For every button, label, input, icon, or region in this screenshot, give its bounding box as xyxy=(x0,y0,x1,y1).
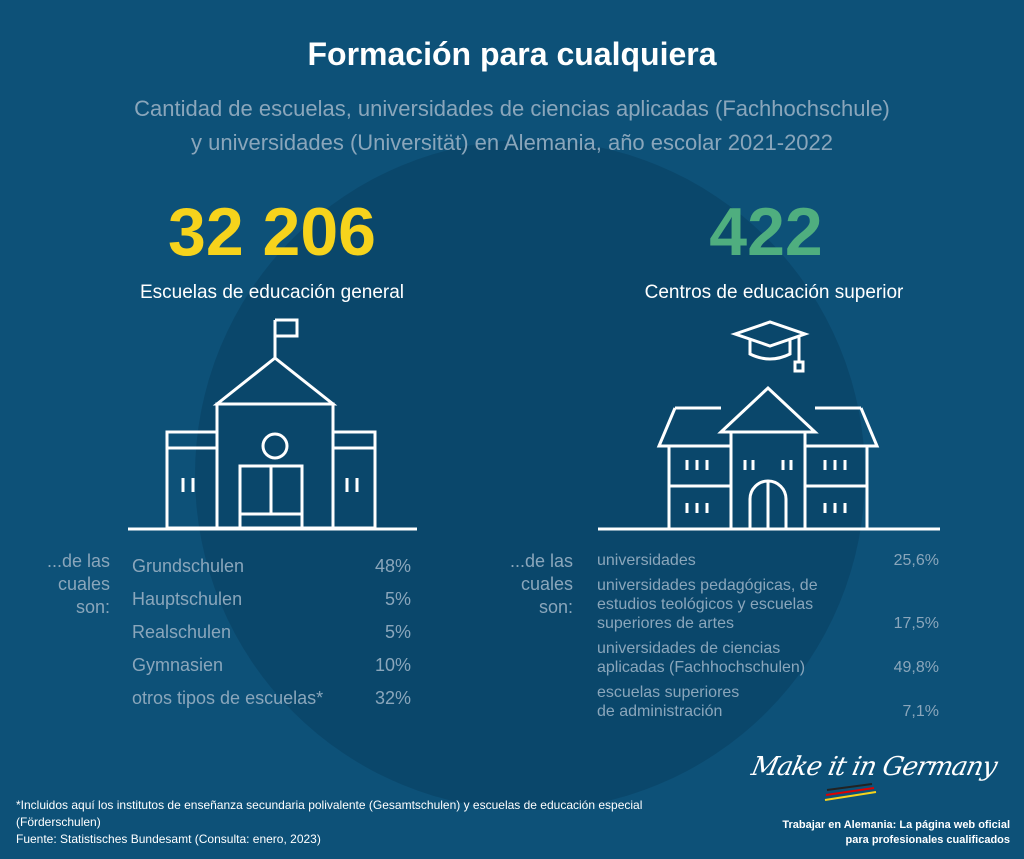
university-building-icon xyxy=(598,320,940,531)
school-type-name: Grundschulen xyxy=(132,556,245,576)
left-of-which-label: ...de las cuales son: xyxy=(20,550,110,619)
school-type-row: Realschulen 5% xyxy=(132,616,411,649)
higher-ed-label: Centros de educación superior xyxy=(644,282,904,303)
of-which-line: cuales xyxy=(520,574,573,594)
background-circle xyxy=(195,140,865,810)
school-type-pct: 5% xyxy=(384,622,411,642)
of-which-line: ...de las xyxy=(46,551,110,571)
of-which-line: cuales xyxy=(57,574,110,594)
school-building-icon xyxy=(128,318,417,531)
schools-label: Escuelas de educación general xyxy=(139,282,405,303)
higher-ed-row: universidades de ciencias aplicadas (Fac… xyxy=(597,639,939,677)
school-type-list: Grundschulen 48% Hauptschulen 5% Realschul… xyxy=(132,550,411,715)
higher-ed-count: 422 xyxy=(709,194,823,270)
school-type-pct: 10% xyxy=(374,655,411,675)
higher-ed-name: universidades de ciencias aplicadas (Fac… xyxy=(597,640,806,676)
logo-text: Make it in Germany xyxy=(748,752,1000,782)
tagline-line: para profesionales cualificados xyxy=(845,834,1010,846)
of-which-line: son: xyxy=(75,597,110,617)
school-type-name: otros tipos de escuelas* xyxy=(132,688,324,708)
school-type-row: Gymnasien 10% xyxy=(132,649,411,682)
page-title: Formación para cualquiera xyxy=(307,36,717,72)
higher-ed-row: universidades 25,6% xyxy=(597,551,939,570)
tagline-line: Trabajar en Alemania: La página web ofic… xyxy=(782,819,1010,831)
higher-ed-name: universidades pedagógicas, de estudios t… xyxy=(597,577,818,632)
higher-ed-list: universidades 25,6% universidades pedagóg… xyxy=(597,551,939,721)
higher-ed-pct: 7,1% xyxy=(902,703,939,720)
higher-ed-pct: 49,8% xyxy=(893,659,939,676)
make-it-in-germany-logo: Make it in Germany xyxy=(748,752,1014,802)
subtitle: Cantidad de escuelas, universidades de c… xyxy=(0,92,1024,160)
higher-ed-name: escuelas superiores de administración xyxy=(597,684,740,720)
higher-ed-pct: 25,6% xyxy=(893,552,939,569)
school-type-name: Realschulen xyxy=(132,622,232,642)
higher-ed-pct: 17,5% xyxy=(893,615,939,632)
schools-count: 32 206 xyxy=(168,194,376,270)
school-type-pct: 5% xyxy=(384,589,411,609)
footnote: *Incluidos aquí los institutos de enseña… xyxy=(16,797,676,848)
of-which-line: ...de las xyxy=(509,551,573,571)
school-type-name: Gymnasien xyxy=(132,655,224,675)
higher-ed-name: universidades xyxy=(597,552,696,569)
school-type-row: Hauptschulen 5% xyxy=(132,583,411,616)
higher-ed-row: universidades pedagógicas, de estudios t… xyxy=(597,576,939,633)
german-flag-swoosh-icon xyxy=(824,783,877,801)
of-which-line: son: xyxy=(538,597,573,617)
school-type-row: Grundschulen 48% xyxy=(132,550,411,583)
right-of-which-label: ...de las cuales son: xyxy=(483,550,573,619)
subtitle-line: y universidades (Universität) en Alemani… xyxy=(190,130,834,155)
brand-tagline: Trabajar en Alemania: La página web ofic… xyxy=(782,818,1010,848)
school-type-pct: 48% xyxy=(374,556,411,576)
higher-ed-row: escuelas superiores de administración 7,1… xyxy=(597,683,939,721)
subtitle-line: Cantidad de escuelas, universidades de c… xyxy=(134,96,890,121)
school-type-row: otros tipos de escuelas* 32% xyxy=(132,682,411,715)
footnote-text: *Incluidos aquí los institutos de enseña… xyxy=(16,798,643,829)
school-type-pct: 32% xyxy=(374,688,411,708)
school-type-name: Hauptschulen xyxy=(132,589,243,609)
source-text: Fuente: Statistisches Bundesamt (Consult… xyxy=(16,832,321,846)
